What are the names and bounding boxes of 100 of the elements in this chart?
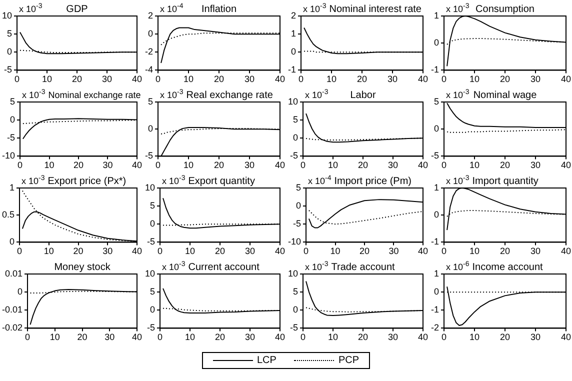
y-tick-label: 0 — [148, 28, 153, 39]
y-tick-label: 5 — [148, 96, 153, 106]
x-tick-label: 30 — [102, 246, 113, 256]
x-tick-label: 10 — [185, 332, 196, 342]
y-tick-label: 10 — [288, 96, 298, 106]
x-tick-label: 10 — [469, 160, 480, 170]
x-tick-label: 40 — [560, 246, 571, 256]
y-tick-label: -5 — [146, 236, 156, 247]
y-tick-label: 0 — [290, 46, 296, 57]
x-tick-label: 0 — [441, 332, 447, 342]
x-tick-label: 0 — [304, 246, 309, 256]
y-tick-label: -5 — [4, 64, 12, 75]
x-tick-label: 30 — [530, 74, 541, 84]
x-tick-label: 20 — [72, 74, 82, 84]
x-tick-label: 40 — [418, 332, 428, 342]
x-tick-label: 0 — [158, 246, 163, 256]
chart-title: Nominal interest rate — [329, 4, 422, 15]
y-tick-label: 0 — [150, 304, 156, 315]
x-tick-label: 0 — [441, 74, 447, 84]
chart-title: Labor — [350, 90, 376, 101]
y-tick-label: 0 — [434, 38, 439, 48]
y-tick-label: 2 — [290, 10, 296, 20]
x-tick-label: 10 — [469, 246, 480, 256]
y-tick-label: -1 — [430, 236, 439, 247]
y-tick-label: 10 — [2, 10, 12, 20]
x-tick-label: 40 — [418, 160, 428, 170]
x-tick-label: 10 — [50, 332, 60, 342]
y-tick-label: -0.01 — [2, 304, 23, 315]
x-tick-label: 20 — [359, 246, 370, 256]
y-tick-label: 1 — [9, 182, 15, 192]
x-tick-label: 20 — [73, 246, 84, 256]
x-tick-label: 40 — [132, 332, 142, 342]
y-tick-label: -1 — [430, 304, 439, 315]
x-tick-label: 20 — [356, 74, 368, 84]
x-tick-label: 20 — [73, 160, 84, 170]
x-tick-label: 20 — [214, 160, 224, 170]
x-tick-label: 30 — [244, 74, 255, 84]
y-tick-label: 0 — [434, 210, 439, 220]
legend-label: PCP — [338, 355, 359, 366]
x-tick-label: 40 — [560, 332, 571, 342]
y-tick-label: 0 — [434, 286, 439, 297]
y-tick-label: 2 — [148, 10, 153, 20]
x-tick-label: 40 — [418, 74, 428, 84]
x-tick-label: 20 — [500, 246, 510, 256]
x-tick-label: 10 — [44, 246, 54, 256]
y-tick-label: 1 — [290, 28, 296, 39]
y-tick-label: -0.02 — [2, 322, 23, 333]
x-tick-label: 10 — [183, 74, 194, 84]
x-tick-label: 0 — [441, 246, 447, 256]
chart-title: Inflation — [201, 4, 237, 15]
x-tick-label: 10 — [183, 160, 194, 170]
x-tick-label: 40 — [132, 246, 142, 256]
x-tick-label: 0 — [158, 332, 163, 342]
chart-title: GDP — [66, 4, 88, 15]
x-tick-label: 30 — [244, 246, 256, 256]
x-tick-label: 40 — [274, 74, 285, 84]
y-tick-label: 0.5 — [2, 210, 15, 220]
y-tick-label: 1 — [434, 10, 439, 20]
x-tick-label: 40 — [132, 74, 142, 84]
y-tick-label: 5 — [292, 286, 298, 297]
y-tick-label: 5 — [6, 28, 12, 39]
y-tick-label: 0.01 — [4, 268, 23, 278]
y-tick-label: 5 — [296, 182, 302, 192]
x-tick-label: 20 — [214, 246, 226, 256]
x-tick-label: 30 — [244, 160, 255, 170]
y-tick-label: -5 — [430, 150, 439, 161]
x-tick-label: 30 — [102, 160, 113, 170]
x-tick-label: 40 — [274, 160, 285, 170]
x-tick-label: 10 — [185, 246, 196, 256]
chart-title: Import price (Pm) — [334, 176, 412, 187]
x-tick-label: 10 — [44, 160, 54, 170]
y-tick-label: 0 — [296, 200, 302, 211]
x-tick-label: 30 — [388, 246, 399, 256]
y-tick-label: -2 — [144, 46, 153, 57]
x-tick-label: 10 — [469, 74, 480, 84]
y-tick-label: -5 — [146, 322, 156, 333]
y-tick-label: 10 — [144, 268, 156, 278]
x-tick-label: 40 — [560, 74, 571, 84]
chart-title: Trade account — [331, 262, 396, 273]
x-tick-label: 20 — [500, 74, 510, 84]
x-tick-label: 30 — [104, 332, 115, 342]
y-tick-label: 0 — [10, 114, 16, 125]
chart-title: Consumption — [476, 4, 534, 15]
y-tick-label: -5 — [290, 322, 298, 333]
x-tick-label: 40 — [132, 160, 142, 170]
y-tick-label: 1 — [434, 268, 439, 278]
y-tick-label: 0 — [150, 218, 156, 229]
y-tick-label: 0 — [434, 124, 439, 134]
x-tick-label: 30 — [102, 74, 112, 84]
x-tick-label: 40 — [274, 246, 285, 256]
y-tick-label: -5 — [144, 150, 153, 161]
legend-label: LCP — [256, 355, 276, 366]
y-tick-label: 0 — [18, 286, 23, 297]
x-tick-label: 20 — [358, 332, 368, 342]
y-tick-label: 5 — [10, 96, 16, 106]
y-tick-label: -4 — [144, 64, 153, 75]
y-tick-label: -2 — [430, 322, 439, 333]
x-tick-label: 40 — [560, 160, 571, 170]
y-tick-label: 5 — [434, 96, 439, 106]
x-tick-label: 30 — [387, 74, 398, 84]
